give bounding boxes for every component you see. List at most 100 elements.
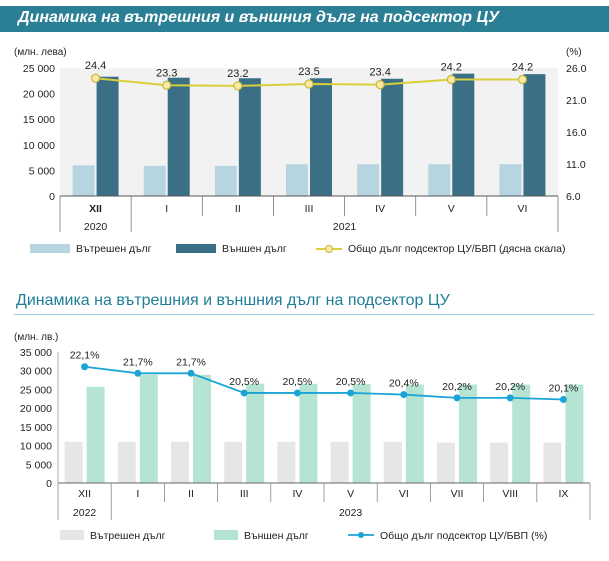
chart2-legend-domestic: Вътрешен дълг	[90, 530, 166, 542]
chart2-ratio-point	[293, 389, 301, 397]
chart1-bar-domestic	[499, 164, 522, 196]
chart1-ratio-label: 23.3	[156, 67, 177, 79]
chart1-bar-external	[523, 74, 546, 196]
chart1-y2tick-label: 21.0	[566, 95, 587, 107]
chart2-legend-external: Външен дълг	[244, 530, 309, 542]
chart1-ytick-label: 20 000	[23, 89, 55, 101]
chart1-bar-external	[310, 78, 332, 196]
chart2-bar-external	[459, 384, 477, 483]
chart2-year-label: 2023	[339, 507, 363, 519]
chart1-year-label: 2021	[333, 221, 357, 233]
chart2-ratio-label: 20,5%	[229, 376, 259, 388]
chart2-category-label: XII	[78, 488, 91, 500]
chart2-category-label: VI	[399, 488, 409, 500]
chart1-ytick-label: 0	[49, 191, 55, 203]
chart2-ratio-point	[187, 369, 195, 377]
chart1-category-label: V	[448, 203, 455, 215]
chart1-ytick-label: 25 000	[23, 63, 55, 75]
chart2-ytick-label: 25 000	[20, 384, 52, 396]
chart2-bar-domestic	[330, 441, 349, 483]
chart2-ytick-label: 5 000	[26, 459, 52, 471]
chart2-ratio-point	[81, 363, 89, 371]
chart1-ratio-label: 24.2	[512, 62, 533, 74]
chart2-legend-swatch-domestic	[60, 530, 84, 540]
chart2-ytick-label: 35 000	[20, 347, 52, 359]
chart2-ratio-point	[506, 394, 514, 402]
chart2-category-label: I	[136, 488, 139, 500]
chart1-ratio-label: 23.5	[298, 66, 319, 78]
chart2-ratio-label: 20,2%	[442, 381, 472, 393]
chart1-ratio-point	[517, 74, 528, 85]
chart2-ratio-label: 21,7%	[176, 356, 206, 368]
chart2-ytick-label: 15 000	[20, 422, 52, 434]
chart2-bar-external	[299, 383, 318, 483]
chart1-ratio-label: 24.2	[441, 62, 462, 74]
chart2-title: Динамика на вътрешния и външния дълг на …	[16, 292, 450, 309]
chart1-y2tick-label: 11.0	[566, 159, 586, 171]
chart2-ratio-point	[240, 389, 248, 397]
chart1-category-label: II	[235, 203, 241, 215]
chart1-ratio-point	[233, 81, 243, 91]
chart2-ytick-label: 0	[46, 478, 52, 490]
chart1-bar-domestic	[143, 165, 166, 196]
chart1-ratio-point	[304, 79, 314, 89]
chart2-category-label: VII	[451, 488, 464, 500]
chart1-plot-area	[60, 68, 558, 196]
chart1-title: Динамика на вътрешния и външния дълг на …	[18, 9, 499, 26]
chart2-bar-external	[86, 386, 105, 483]
chart2-ratio-label: 21,7%	[123, 356, 153, 368]
chart2-ratio-point	[453, 394, 461, 402]
chart2-ytick-label: 20 000	[20, 403, 52, 415]
chart2-bar-domestic	[437, 442, 455, 483]
chart1-ratio-label: 23.2	[227, 68, 248, 80]
chart1-category-label: IV	[375, 203, 385, 215]
chart1-legend-external: Външен дълг	[222, 243, 287, 255]
chart1-bar-domestic	[214, 165, 237, 196]
chart2-bar-domestic	[171, 441, 189, 483]
chart2-category-label: III	[240, 488, 249, 500]
chart1-category-label: I	[165, 203, 168, 215]
chart1-ytick-label: 15 000	[23, 114, 55, 126]
chart1-bar-domestic	[428, 164, 451, 196]
chart2-category-label: IV	[292, 488, 302, 500]
chart1-ratio-label: 23.4	[369, 67, 390, 79]
chart1-legend-domestic: Вътрешен дълг	[76, 243, 152, 255]
chart2-legend-marker	[358, 532, 364, 538]
chart1-ytick-label: 10 000	[23, 140, 55, 152]
chart1-category-label: III	[305, 203, 314, 215]
chart1-ratio-point	[446, 74, 456, 85]
chart2-bar-external	[565, 384, 584, 483]
chart2-category-label: II	[188, 488, 194, 500]
chart1-left-unit: (млн. лева)	[14, 47, 67, 58]
chart2-bar-external	[139, 374, 158, 483]
chart1-bar-external	[167, 77, 190, 196]
chart2-bar-domestic	[224, 441, 243, 483]
chart2-bar-domestic	[543, 442, 562, 483]
chart2-bar-external	[352, 384, 371, 483]
chart2-bar-domestic	[277, 441, 296, 483]
chart2-ratio-point	[347, 389, 355, 397]
chart2-title-rule	[14, 314, 594, 315]
chart2-bar-external	[246, 383, 265, 483]
chart2-ratio-point	[559, 395, 567, 403]
chart1-right-unit: (%)	[566, 47, 582, 58]
chart2-ratio-point	[134, 369, 142, 377]
chart1-ratio-point	[375, 80, 385, 90]
chart1-bar-external	[381, 78, 404, 196]
chart1-y2tick-label: 16.0	[566, 127, 587, 139]
chart2-bar-domestic	[383, 441, 402, 483]
chart1-bar-external	[238, 78, 261, 196]
chart1-legend-swatch-external	[176, 244, 216, 253]
chart2-bar-domestic	[490, 442, 509, 483]
chart1-bar-external	[96, 76, 119, 196]
chart2-left-unit: (млн. лв.)	[14, 332, 58, 343]
chart1-bar-domestic	[72, 165, 95, 196]
chart2-ratio-label: 20,4%	[389, 378, 419, 390]
chart1-ratio-label: 24.4	[85, 60, 106, 72]
chart1-year-label: 2020	[84, 221, 108, 233]
chart1-ratio-point	[162, 80, 172, 90]
chart2-bar-domestic	[117, 441, 136, 483]
chart2-ratio-label: 20,2%	[495, 381, 525, 393]
chart2-bar-domestic	[64, 441, 83, 483]
chart2-category-label: IX	[558, 488, 568, 500]
